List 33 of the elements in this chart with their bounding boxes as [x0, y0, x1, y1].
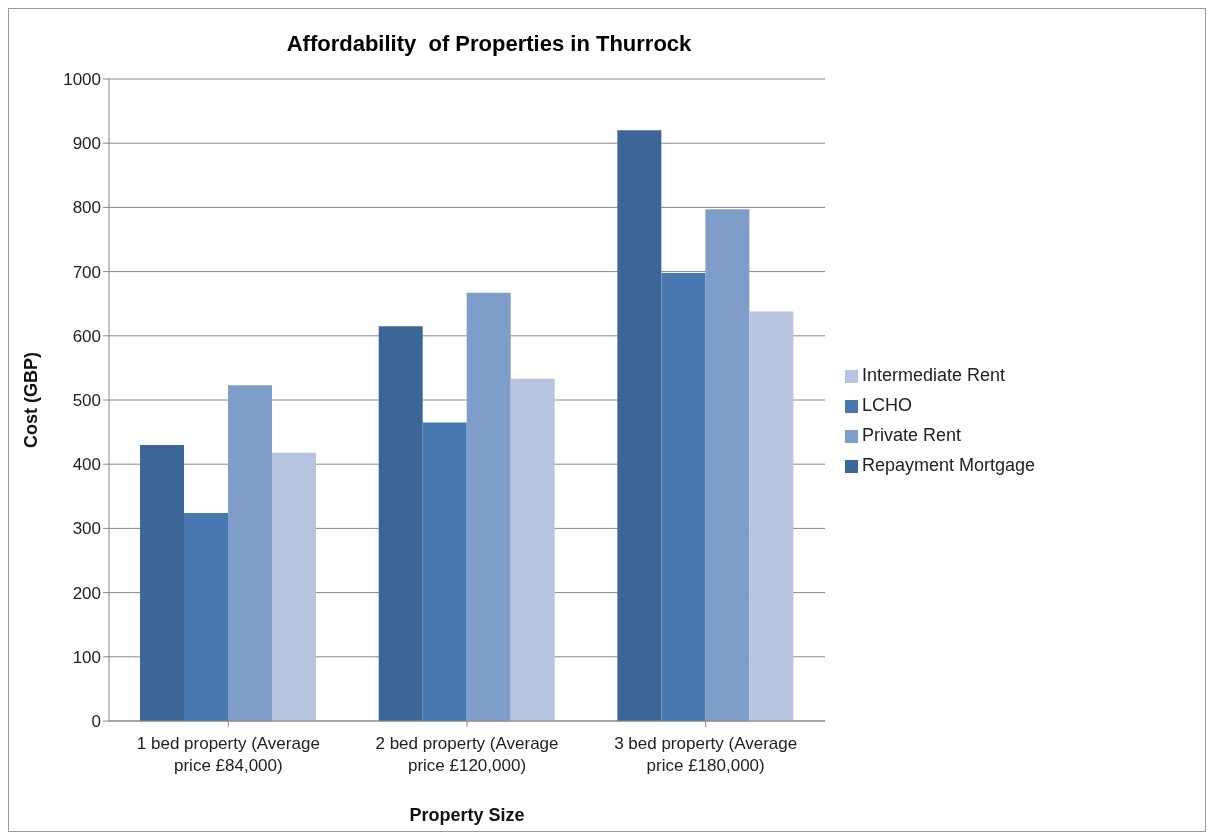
bar [184, 512, 229, 721]
legend-label: LCHO [862, 395, 913, 415]
legend-label: Repayment Mortgage [862, 455, 1036, 475]
y-tick-label: 800 [72, 198, 101, 218]
y-tick-label: 300 [72, 519, 101, 539]
bar [617, 130, 662, 721]
x-axis-title: Property Size [409, 805, 525, 825]
bar [422, 422, 467, 721]
x-tick-label: 2 bed property (Average price £120,000) [375, 734, 559, 775]
bar [378, 326, 423, 721]
bar [272, 452, 317, 721]
y-tick-label: 200 [72, 583, 101, 603]
bar [749, 311, 794, 721]
bar [140, 444, 185, 721]
bar [705, 209, 750, 721]
y-tick-label: 400 [72, 455, 101, 475]
y-tick-label: 900 [72, 134, 101, 154]
bar [466, 292, 511, 721]
legend-label: Intermediate Rent [862, 365, 1006, 385]
bar [510, 378, 555, 721]
x-tick-label: 1 bed property (Average price £84,000) [136, 734, 320, 775]
legend-label: Private Rent [862, 425, 962, 445]
chart-title: Affordability of Properties in Thurrock [285, 31, 693, 57]
y-tick-label: 0 [91, 712, 101, 732]
y-tick-label: 500 [72, 391, 101, 411]
y-tick-label: 700 [72, 262, 101, 282]
y-tick-label: 600 [72, 326, 101, 346]
y-axis-title: Cost (GBP) [21, 352, 42, 448]
bar [661, 272, 706, 721]
bar [228, 385, 273, 721]
y-tick-label: 1000 [63, 70, 101, 90]
y-tick-label: 100 [72, 647, 101, 667]
x-tick-label: 3 bed property (Average price £180,000) [614, 734, 798, 775]
